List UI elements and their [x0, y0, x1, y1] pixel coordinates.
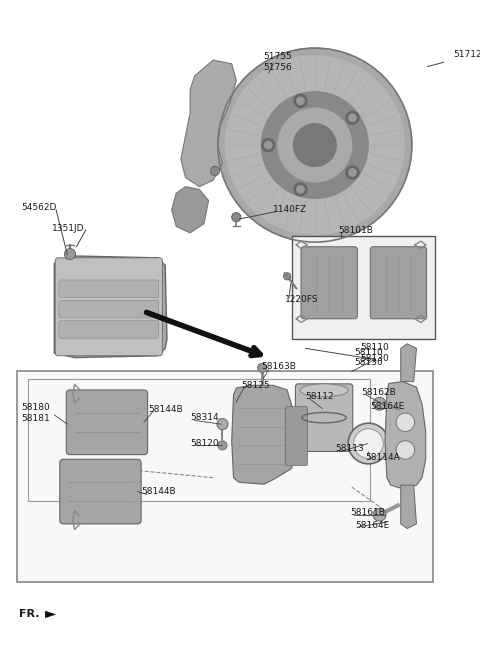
Text: 1351JD: 1351JD: [51, 224, 84, 233]
Circle shape: [218, 441, 227, 450]
Polygon shape: [401, 485, 417, 528]
Text: 54562D: 54562D: [21, 204, 56, 212]
FancyBboxPatch shape: [60, 459, 141, 524]
FancyBboxPatch shape: [59, 300, 159, 318]
Text: 58101B: 58101B: [338, 225, 373, 235]
FancyBboxPatch shape: [301, 247, 357, 319]
Text: 58164E: 58164E: [356, 521, 390, 530]
Circle shape: [396, 441, 415, 459]
Circle shape: [354, 429, 383, 459]
Polygon shape: [181, 60, 236, 187]
Ellipse shape: [300, 384, 348, 397]
Circle shape: [396, 413, 415, 432]
Circle shape: [64, 248, 75, 260]
Text: 58113: 58113: [335, 443, 364, 453]
Text: 58180
58181: 58180 58181: [21, 403, 50, 422]
Circle shape: [297, 186, 304, 193]
Text: 58163B: 58163B: [261, 363, 296, 371]
Circle shape: [217, 419, 228, 430]
Polygon shape: [385, 382, 426, 489]
Text: 58144B: 58144B: [148, 405, 183, 414]
Text: 1140FZ: 1140FZ: [273, 205, 307, 214]
Polygon shape: [54, 256, 167, 357]
Circle shape: [373, 509, 386, 521]
Circle shape: [264, 141, 272, 148]
Polygon shape: [172, 187, 209, 233]
FancyBboxPatch shape: [59, 321, 159, 338]
Circle shape: [258, 363, 267, 373]
Bar: [28, 379, 370, 501]
Text: 58162B: 58162B: [361, 388, 396, 397]
Circle shape: [346, 111, 359, 124]
Circle shape: [262, 92, 368, 198]
Text: 58144B: 58144B: [141, 487, 176, 496]
Polygon shape: [54, 330, 65, 353]
Circle shape: [373, 397, 386, 410]
Text: 58161B: 58161B: [350, 509, 385, 517]
Circle shape: [349, 114, 356, 122]
Text: 58164E: 58164E: [370, 402, 405, 411]
FancyBboxPatch shape: [370, 247, 427, 319]
Polygon shape: [401, 344, 417, 382]
FancyBboxPatch shape: [59, 280, 159, 298]
FancyBboxPatch shape: [295, 384, 353, 451]
Circle shape: [294, 95, 307, 107]
Circle shape: [262, 139, 275, 152]
Text: 58112: 58112: [306, 392, 334, 401]
Text: FR.: FR.: [19, 610, 40, 620]
Circle shape: [210, 166, 220, 175]
Circle shape: [278, 108, 352, 182]
Polygon shape: [54, 265, 65, 288]
FancyBboxPatch shape: [55, 258, 162, 355]
Text: 58125: 58125: [241, 381, 270, 390]
Polygon shape: [45, 611, 56, 618]
Circle shape: [349, 169, 356, 176]
Circle shape: [226, 56, 404, 235]
Circle shape: [293, 124, 336, 166]
Text: 1220FS: 1220FS: [285, 295, 319, 304]
Text: 51755
51756: 51755 51756: [263, 53, 292, 72]
Circle shape: [294, 183, 307, 196]
Circle shape: [283, 273, 291, 280]
Text: 51712: 51712: [454, 50, 480, 59]
Circle shape: [348, 423, 389, 464]
Circle shape: [346, 166, 359, 179]
Bar: [292, 236, 435, 339]
Text: 58110
58130: 58110 58130: [360, 344, 389, 363]
Text: 58120: 58120: [190, 439, 219, 448]
Text: 58110
58130: 58110 58130: [354, 348, 383, 367]
Text: 58314: 58314: [190, 413, 219, 422]
Circle shape: [218, 48, 412, 242]
FancyBboxPatch shape: [66, 390, 147, 455]
Circle shape: [232, 213, 241, 222]
Polygon shape: [232, 385, 295, 484]
Text: 58114A: 58114A: [366, 453, 400, 462]
Circle shape: [297, 97, 304, 104]
FancyBboxPatch shape: [285, 407, 307, 466]
Bar: [17, 371, 433, 582]
